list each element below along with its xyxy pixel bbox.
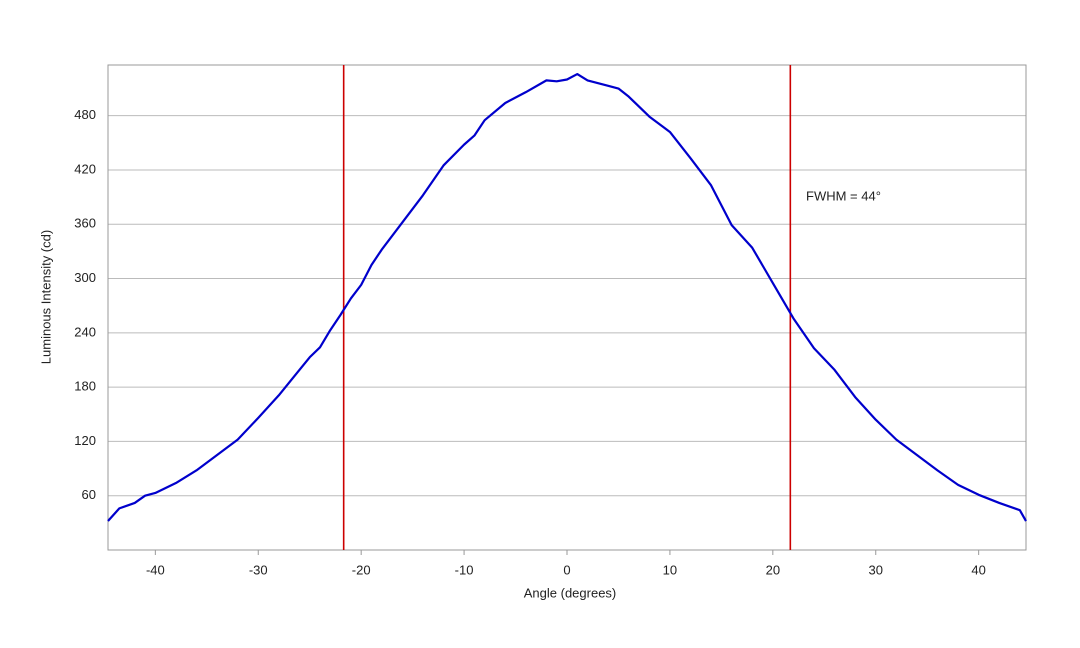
y-tick-label: 420 — [74, 161, 96, 176]
y-tick-label: 180 — [74, 379, 96, 394]
y-axis-label: Luminous Intensity (cd) — [38, 230, 53, 364]
y-tick-label: 360 — [74, 216, 96, 231]
x-tick-label: 40 — [971, 562, 985, 577]
x-tick-label: -30 — [249, 562, 268, 577]
x-tick-label: 0 — [563, 562, 570, 577]
data-line — [107, 72, 1027, 522]
y-tick-label: 240 — [74, 324, 96, 339]
annotation: FWHM = 44° — [806, 188, 881, 203]
x-axis-label: Angle (degrees) — [524, 585, 617, 600]
y-tick-label: 300 — [74, 270, 96, 285]
y-tick-label: 480 — [74, 107, 96, 122]
x-tick-label: 30 — [869, 562, 883, 577]
x-tick-label: -10 — [455, 562, 474, 577]
x-tick-label: 20 — [766, 562, 780, 577]
x-tick-label: -40 — [146, 562, 165, 577]
x-tick-label: 10 — [663, 562, 677, 577]
plot-frame — [107, 64, 1027, 551]
x-tick-label: -20 — [352, 562, 371, 577]
y-tick-label: 120 — [74, 433, 96, 448]
y-tick-label: 60 — [82, 487, 96, 502]
